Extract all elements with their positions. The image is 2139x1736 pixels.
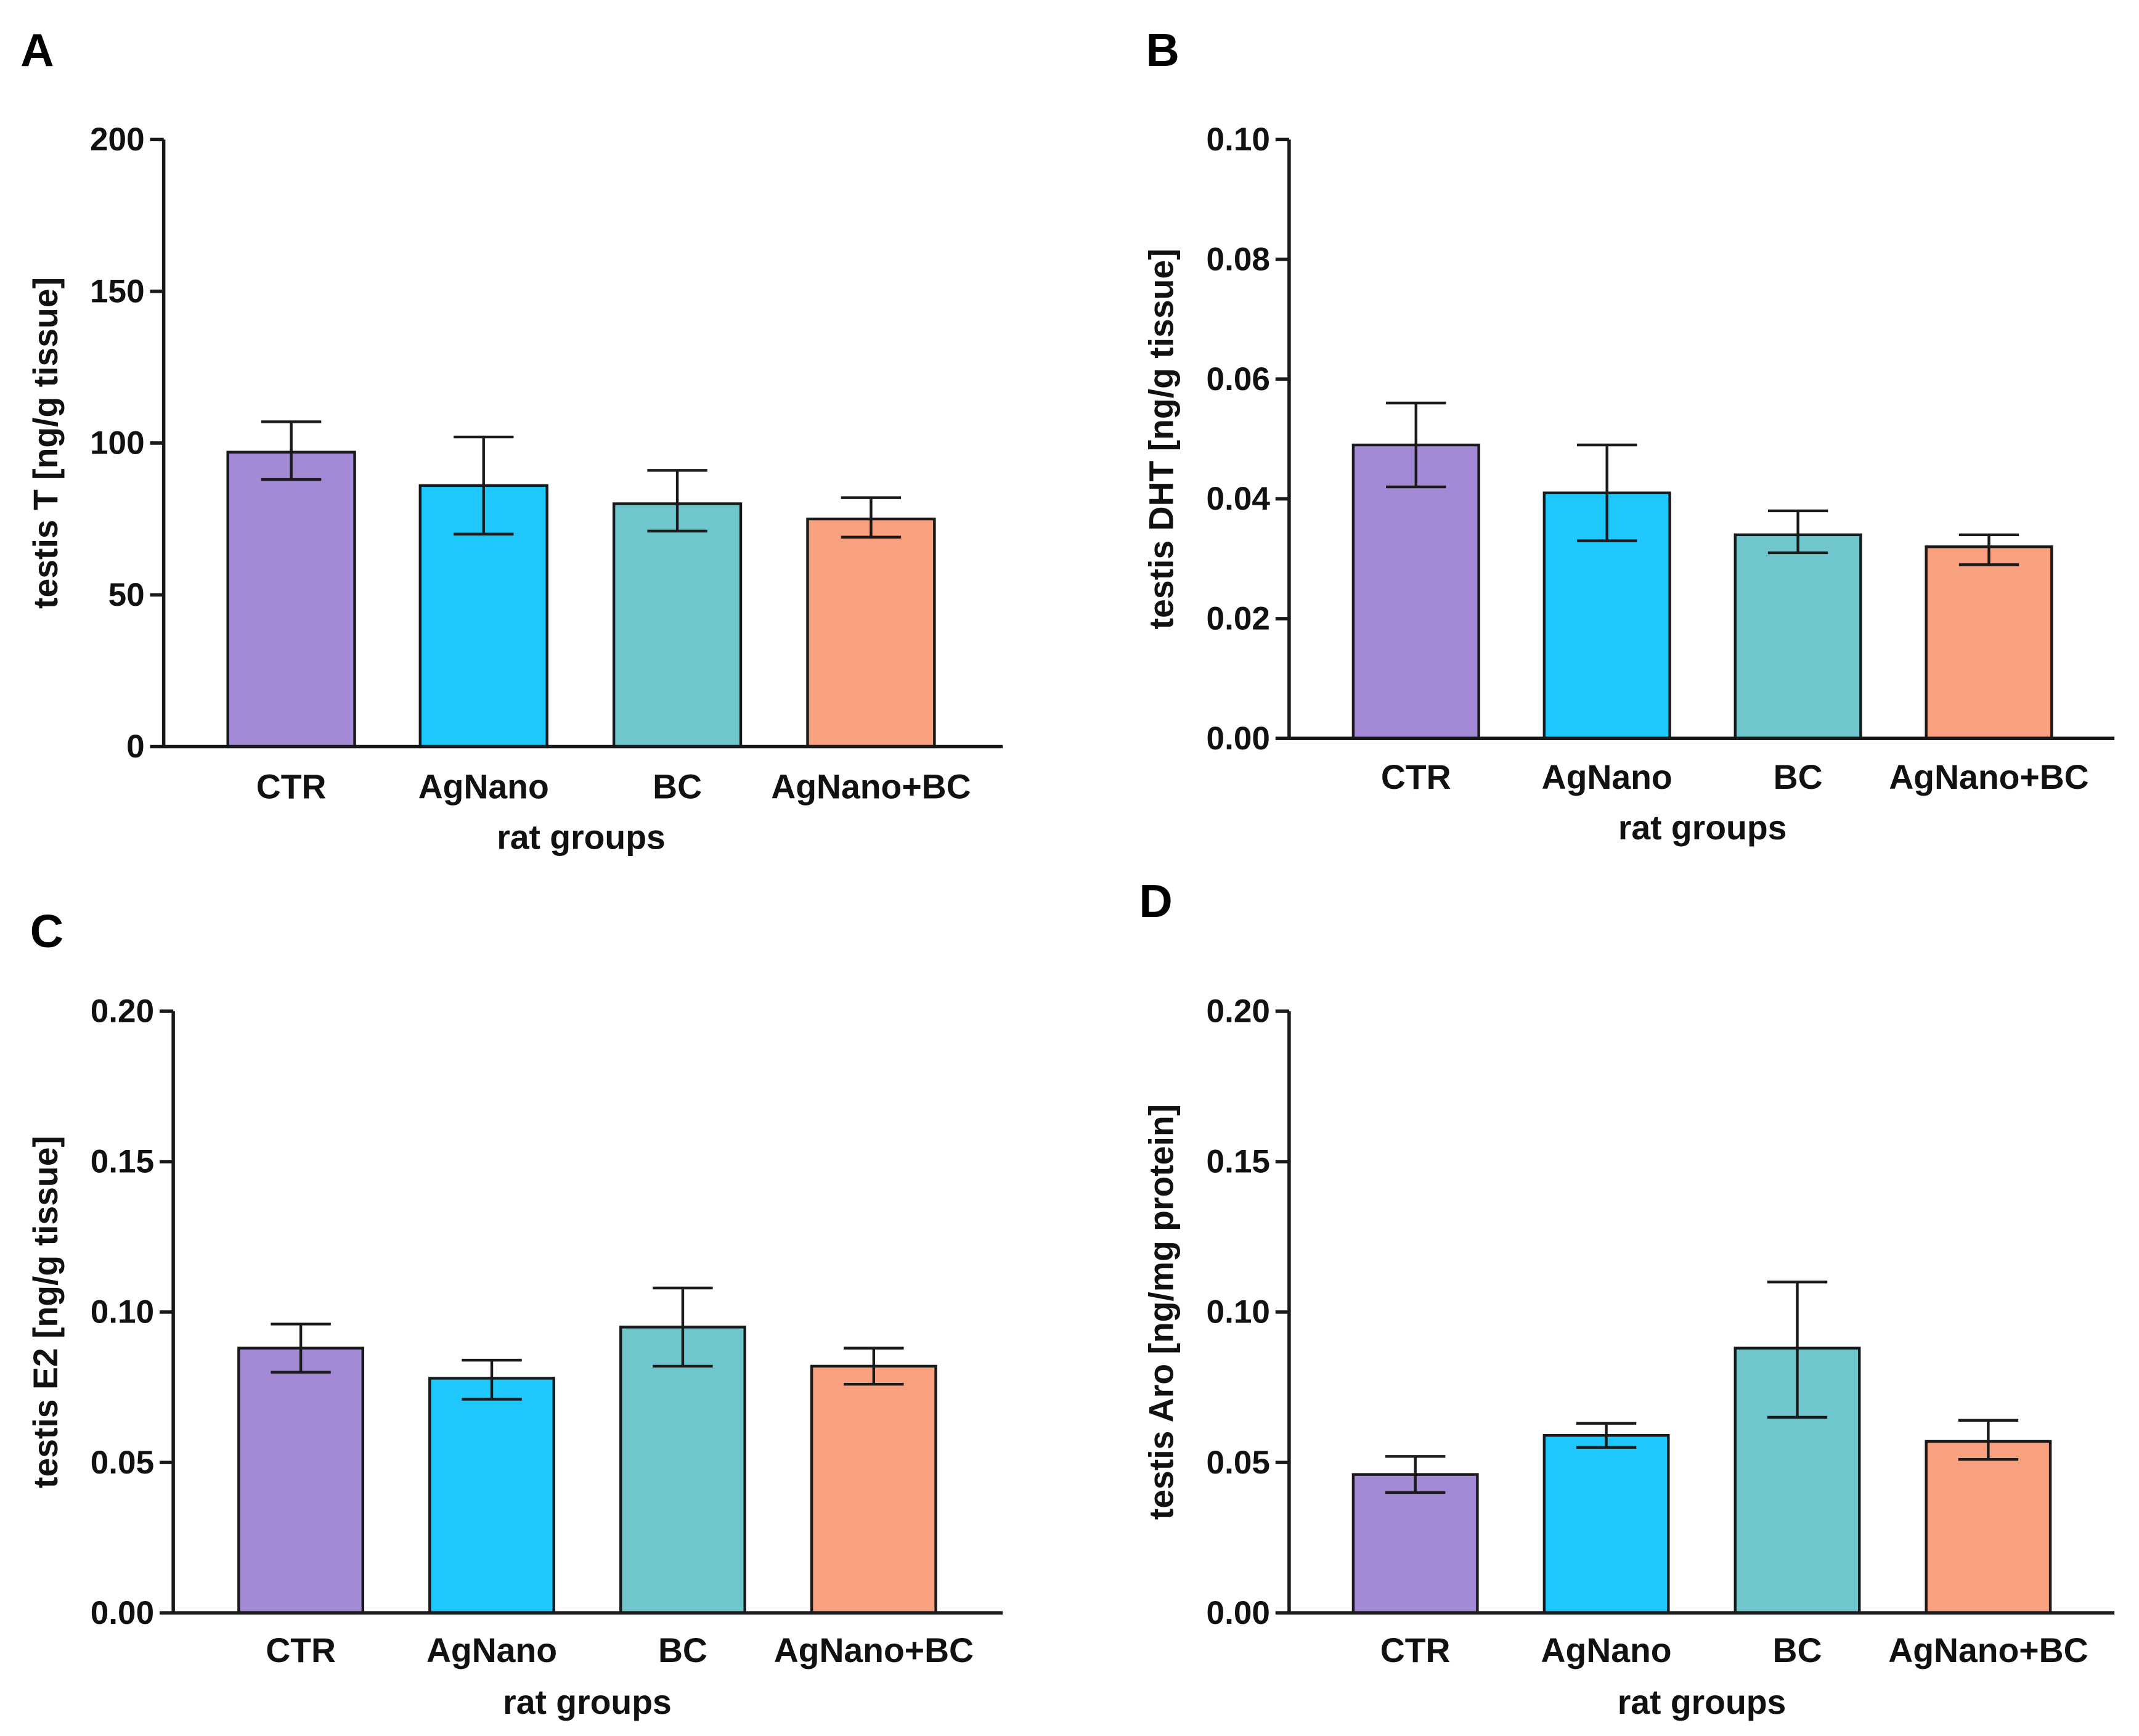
x-tick-label: AgNano+BC: [1888, 1631, 2088, 1669]
bar-bc: [612, 502, 743, 748]
bar-agnano: [428, 1377, 555, 1615]
bar-bc: [1734, 533, 1862, 740]
x-tick-label: CTR: [256, 768, 327, 806]
panel-D: D CTR AgNano BC AgNano+BC 0.00 0.05 0.10 0.15 0.2…: [1139, 875, 2115, 1721]
x-tick-label: AgNano: [426, 1631, 557, 1669]
x-tick-label: BC: [1774, 758, 1823, 796]
panel-C: C CTR AgNano BC AgNano+BC 0.00 0.05 0.10 0.15 0.2…: [26, 905, 1003, 1721]
x-tick-label: CTR: [266, 1631, 336, 1669]
x-axis-label: rat groups: [1618, 809, 1787, 847]
y-tick-label: 0.15: [1207, 1144, 1270, 1180]
y-tick-label: 0.10: [1207, 121, 1270, 158]
y-tick-label: 0.04: [1207, 481, 1271, 517]
bar-agnano-bc: [806, 517, 936, 748]
bar-agnano: [1542, 1433, 1670, 1615]
bar-agnano-bc: [810, 1364, 937, 1615]
panel-B: B CTR AgNano BC AgNano+BC 0.00 0.02 0.04 0.06 0.0…: [1143, 24, 2115, 847]
x-tick-label: AgNano+BC: [771, 768, 971, 806]
y-tick-label: 100: [90, 425, 145, 462]
x-tick-label: BC: [653, 768, 702, 806]
y-tick-label: 0.02: [1207, 601, 1270, 637]
panel-label: B: [1146, 24, 1179, 76]
bar-ctr: [226, 450, 356, 748]
x-tick-label: AgNano: [1541, 1631, 1672, 1669]
y-tick-label: 0.00: [1207, 720, 1270, 757]
x-axis-label: rat groups: [497, 818, 666, 857]
x-tick-label: BC: [658, 1631, 707, 1669]
panel-label: A: [20, 24, 54, 76]
bar-bc: [619, 1326, 746, 1615]
x-axis-label: rat groups: [1618, 1683, 1787, 1721]
y-tick-label: 0.05: [1207, 1445, 1270, 1481]
x-tick-label: AgNano+BC: [774, 1631, 974, 1669]
x-tick-label: AgNano: [1542, 758, 1672, 796]
x-tick-label: CTR: [1381, 758, 1451, 796]
y-tick-label: 0.05: [91, 1445, 154, 1481]
bar-ctr: [1351, 1473, 1479, 1615]
x-tick-label: BC: [1773, 1631, 1822, 1669]
y-tick-label: 0.20: [91, 993, 154, 1030]
y-tick-label: 0.10: [1207, 1294, 1270, 1331]
y-axis-label: testis T [ng/g tissue]: [26, 277, 65, 609]
y-tick-label: 0.15: [91, 1144, 154, 1180]
y-tick-label: 0.06: [1207, 361, 1270, 397]
panel-label: C: [30, 905, 63, 957]
y-tick-label: 150: [90, 273, 145, 309]
panel-label: D: [1139, 875, 1172, 927]
bar-agnano-bc: [1925, 545, 2053, 740]
bar-ctr: [1351, 443, 1480, 740]
y-tick-label: 0: [126, 728, 145, 765]
bar-agnano-bc: [1925, 1440, 2052, 1615]
y-tick-label: 0.00: [91, 1595, 154, 1631]
x-tick-label: AgNano+BC: [1889, 758, 2088, 796]
y-tick-label: 0.00: [1207, 1595, 1270, 1631]
x-tick-label: AgNano: [418, 768, 549, 806]
y-axis-label: testis E2 [ng/g tissue]: [26, 1136, 65, 1488]
x-axis-label: rat groups: [503, 1683, 672, 1721]
y-tick-label: 0.10: [91, 1294, 154, 1331]
y-tick-label: 0.20: [1207, 993, 1270, 1030]
y-axis-label: testis Aro [ng/mg protein]: [1143, 1104, 1181, 1520]
y-tick-label: 0.08: [1207, 241, 1270, 277]
bar-ctr: [237, 1347, 365, 1615]
panel-A: A CTR AgNano BC AgNano+BC 0 50 100 150 200 testis …: [20, 24, 1003, 857]
y-axis-label: testis DHT [ng/g tissue]: [1143, 248, 1181, 629]
x-tick-label: CTR: [1380, 1631, 1451, 1669]
y-tick-label: 50: [108, 577, 145, 613]
y-tick-label: 200: [90, 121, 145, 158]
